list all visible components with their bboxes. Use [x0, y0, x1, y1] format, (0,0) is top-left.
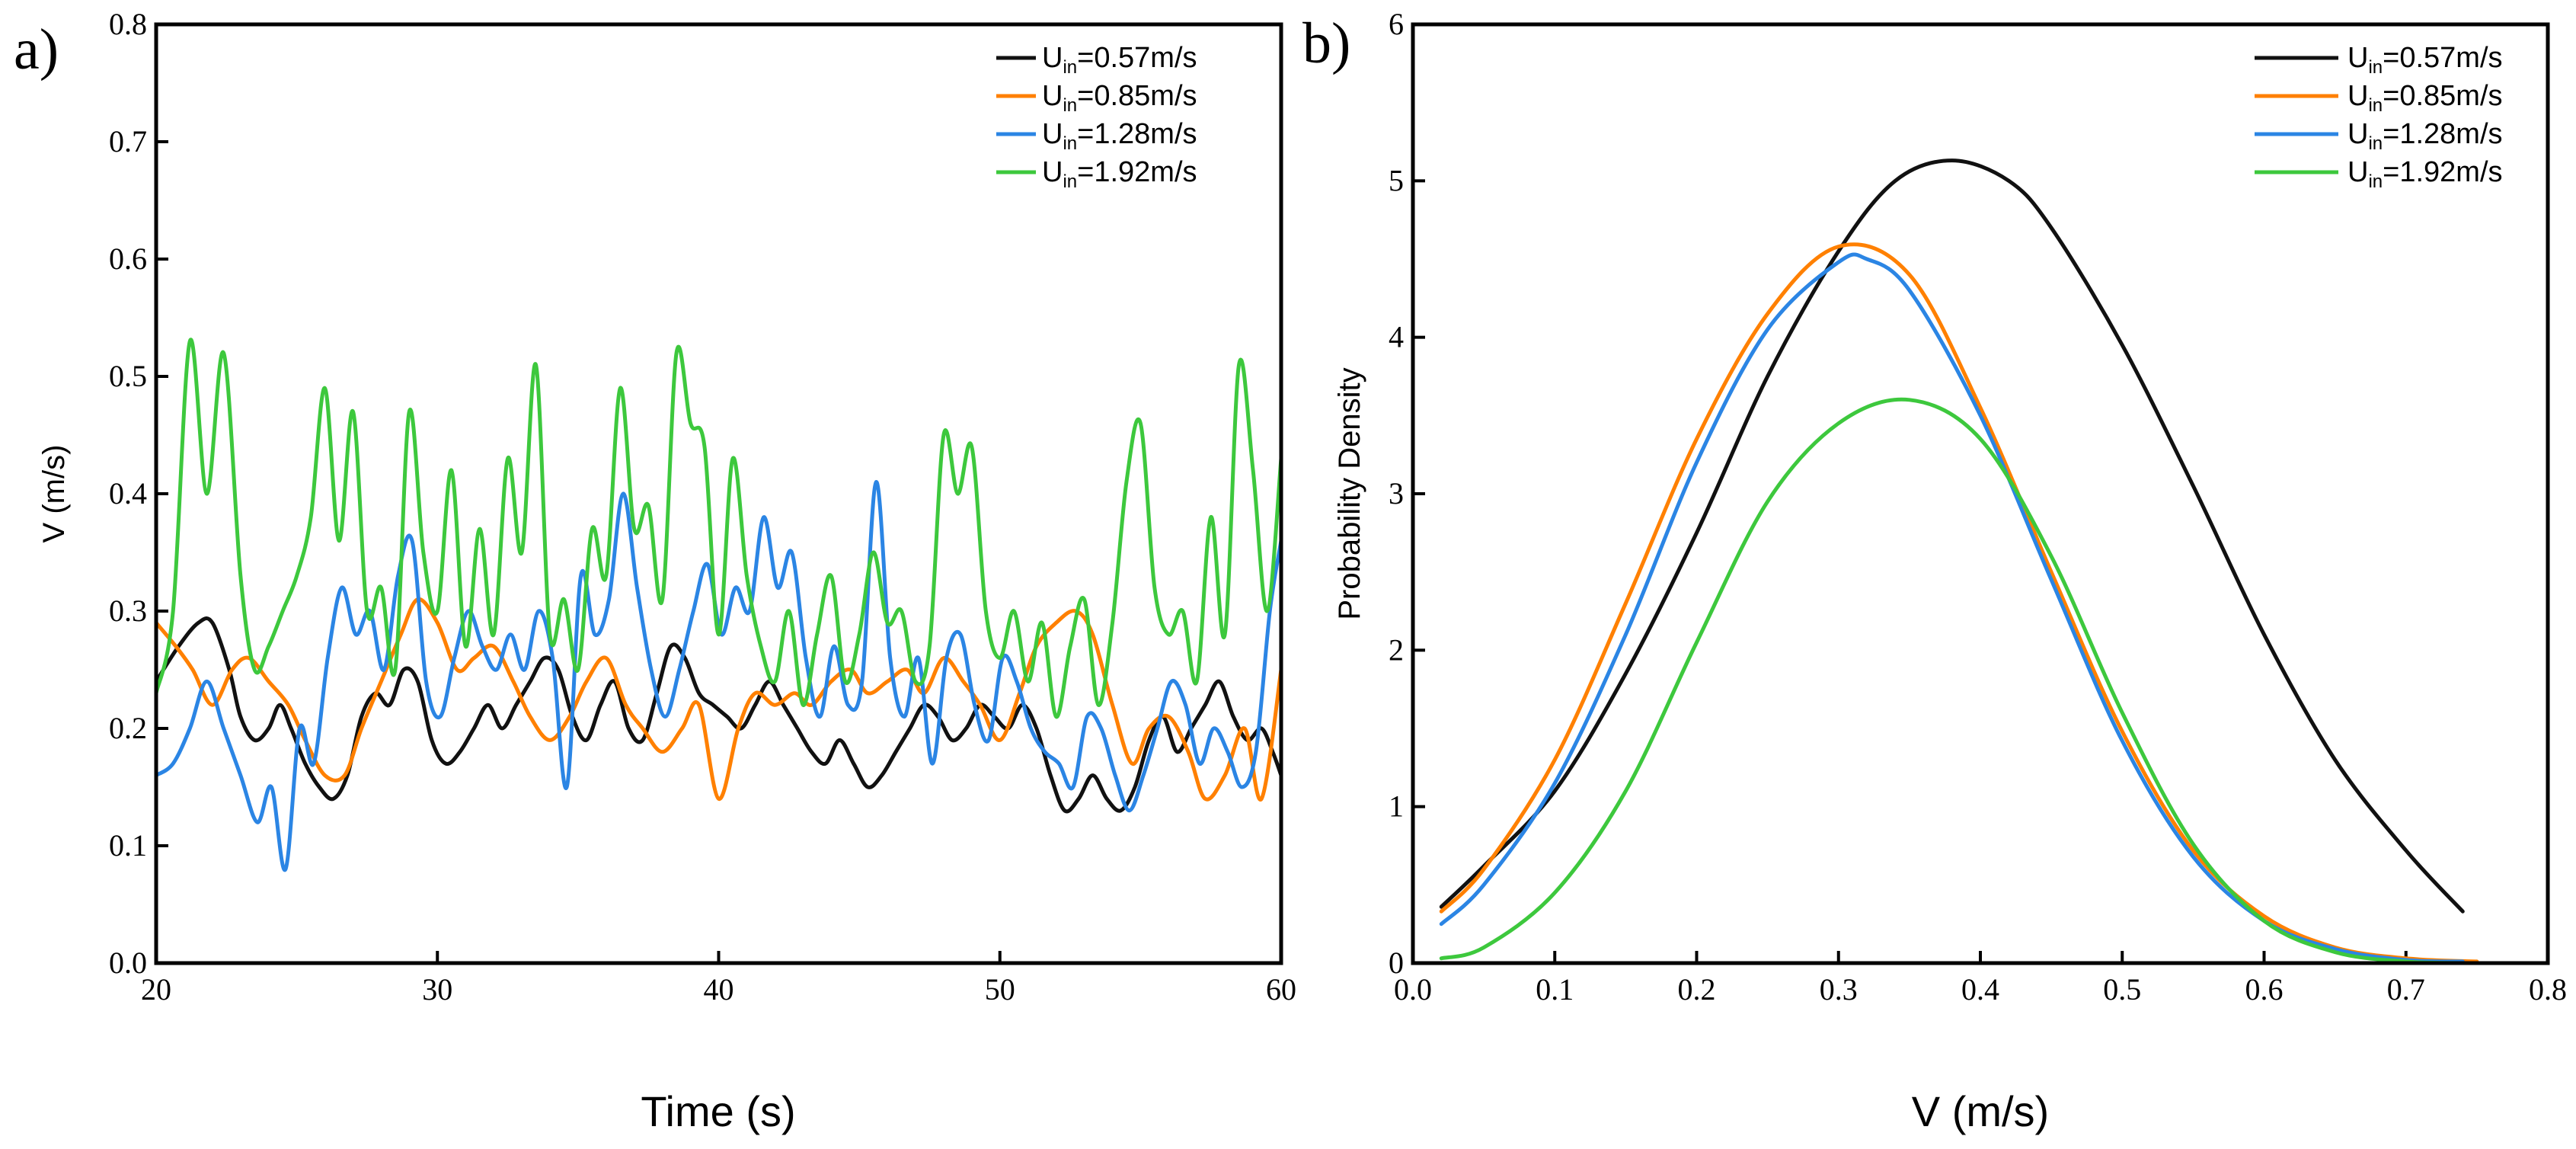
- chart-a-ytick-label: 0.4: [109, 476, 147, 510]
- chart-a-xtick-label: 60: [1266, 972, 1296, 1007]
- chart-a-legend-1-label: Uin=0.85m/s: [1042, 80, 1197, 116]
- chart-b-xtick-label: 0.4: [1961, 972, 1999, 1007]
- chart-a-series-0-line: [156, 616, 1281, 814]
- chart-b-xtick-label: 0.7: [2387, 972, 2425, 1007]
- chart-b-ticks: 0.0 0.1 0.2 0.3 0.4 0.5 0.6 0.7 0.8 0 1 2 3 4 5 6: [1389, 7, 2567, 1007]
- chart-b-legend-2-label: Uin=1.28m/s: [2347, 118, 2503, 154]
- chart-b-xtick-label: 0.5: [2103, 972, 2141, 1007]
- chart-b: 0.0 0.1 0.2 0.3 0.4 0.5 0.6 0.7 0.8 0 1 2 3 4 5 6 Uin=0…: [1333, 7, 2567, 1135]
- chart-a-ytick-label: 0.7: [109, 124, 147, 158]
- chart-a-ytick-label: 0.3: [109, 594, 147, 628]
- chart-a-xlabel: Time (s): [641, 1087, 795, 1135]
- chart-b-legend-1-label: Uin=0.85m/s: [2347, 80, 2503, 116]
- panel-a-label: a): [14, 18, 59, 82]
- chart-b-series-0-line: [1439, 158, 2465, 914]
- chart-a-ylabel: V (m/s): [37, 445, 71, 543]
- chart-b-ytick-label: 4: [1389, 320, 1404, 354]
- chart-b-ylabel: Probability Density: [1333, 367, 1366, 619]
- chart-b-legend-0-label: Uin=0.57m/s: [2347, 42, 2503, 78]
- chart-a: 20 30 40 50 60 0.0 0.1 0.2 0.3 0.4 0.5 0.6 0.7 0.8 Ui…: [37, 7, 1296, 1135]
- chart-a-ytick-label: 0.6: [109, 242, 147, 276]
- chart-b-series-1-line: [1439, 242, 2479, 963]
- chart-a-legend-2-label: Uin=1.28m/s: [1042, 118, 1197, 154]
- chart-a-ytick-label: 0.8: [109, 7, 147, 41]
- chart-b-legend: Uin=0.57m/sUin=0.85m/sUin=1.28m/sUin=1.9…: [2255, 42, 2503, 192]
- chart-b-xtick-label: 0.3: [1820, 972, 1858, 1007]
- chart-b-legend-3-label: Uin=1.92m/s: [2347, 156, 2503, 192]
- chart-a-series: [156, 338, 1281, 872]
- chart-b-ytick-label: 1: [1389, 789, 1404, 824]
- chart-a-series-2-line: [156, 480, 1281, 872]
- chart-a-legend-3-label: Uin=1.92m/s: [1042, 156, 1197, 192]
- chart-b-xtick-label: 0.8: [2529, 972, 2567, 1007]
- panel-b-label: b): [1302, 11, 1350, 75]
- chart-b-ytick-label: 5: [1389, 163, 1404, 197]
- chart-b-xtick-label: 0.1: [1536, 972, 1574, 1007]
- chart-a-legend-0-label: Uin=0.57m/s: [1042, 42, 1197, 78]
- chart-a-xtick-label: 40: [704, 972, 734, 1007]
- chart-b-xtick-label: 0.2: [1678, 972, 1716, 1007]
- chart-b-xtick-label: 0.6: [2245, 972, 2284, 1007]
- chart-b-ytick-label: 2: [1389, 632, 1404, 667]
- chart-b-series: [1439, 158, 2479, 963]
- chart-a-ytick-label: 0.5: [109, 359, 147, 393]
- chart-b-ytick-label: 3: [1389, 476, 1404, 510]
- chart-a-frame: [154, 22, 1283, 965]
- chart-a-series-1-line: [156, 597, 1281, 802]
- chart-a-xtick-label: 50: [985, 972, 1015, 1007]
- chart-b-xlabel: V (m/s): [1912, 1087, 2049, 1135]
- chart-a-ticks: 20 30 40 50 60 0.0 0.1 0.2 0.3 0.4 0.5 0.6 0.7 0.8: [109, 7, 1296, 1007]
- chart-b-frame: [1411, 22, 2550, 965]
- chart-a-legend: Uin=0.57m/sUin=0.85m/sUin=1.28m/sUin=1.9…: [996, 42, 1197, 192]
- chart-b-ytick-label: 0: [1389, 946, 1404, 980]
- chart-a-ytick-label: 0.1: [109, 828, 147, 863]
- chart-a-series-3-line: [156, 338, 1281, 719]
- chart-a-xtick-label: 30: [422, 972, 452, 1007]
- chart-b-xtick-label: 0.0: [1394, 972, 1432, 1007]
- chart-b-series-2-line: [1439, 252, 2465, 963]
- chart-a-ytick-label: 0.2: [109, 711, 147, 745]
- chart-b-series-3-line: [1439, 397, 2465, 963]
- chart-a-xtick-label: 20: [141, 972, 171, 1007]
- chart-b-ytick-label: 6: [1389, 7, 1404, 41]
- chart-a-ytick-label: 0.0: [109, 946, 147, 980]
